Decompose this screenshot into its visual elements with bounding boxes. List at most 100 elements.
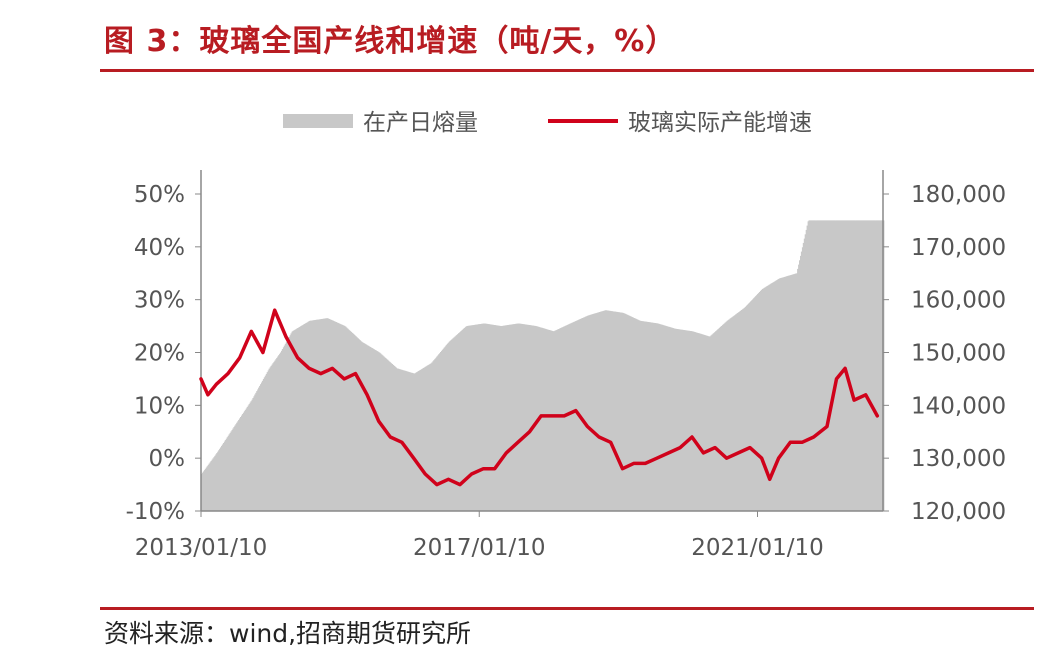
bar-360	[543, 328, 546, 511]
bar-380	[562, 326, 565, 511]
bar-463	[641, 321, 644, 511]
bar-140	[334, 321, 336, 511]
bar-93	[289, 335, 292, 511]
bar-283	[470, 325, 473, 511]
bar-368	[551, 330, 553, 511]
bar-387	[569, 323, 572, 511]
bar-555	[729, 318, 732, 511]
bar-49	[247, 405, 250, 511]
bar-569	[742, 308, 745, 511]
bar-345	[529, 325, 532, 511]
bar-128	[322, 318, 325, 511]
bar-703	[870, 220, 872, 511]
bar-473	[651, 322, 653, 511]
bar-20	[220, 447, 222, 511]
bar-690	[858, 220, 860, 511]
bar-614	[785, 276, 788, 511]
bar-370	[553, 331, 555, 511]
bar-564	[738, 312, 740, 511]
bar-677	[845, 220, 848, 511]
bar-383	[565, 325, 568, 511]
bar-534	[709, 336, 712, 511]
bar-627	[798, 264, 800, 511]
bar-75	[272, 363, 274, 511]
bar-466	[644, 321, 647, 511]
bar-157	[350, 332, 353, 511]
bar-640	[810, 220, 812, 511]
bar-161	[354, 335, 356, 511]
bar-126	[321, 319, 323, 511]
bar-545	[720, 326, 722, 511]
bar-679	[847, 220, 850, 511]
bar-146	[340, 324, 342, 511]
bar-428	[608, 310, 611, 511]
bar-576	[749, 302, 752, 511]
bar-276	[463, 328, 466, 511]
bar-694	[861, 220, 864, 511]
bar-669	[838, 220, 840, 511]
bar-505	[681, 329, 684, 511]
bar-95	[291, 331, 294, 511]
bar-253	[441, 349, 444, 511]
bar-266	[454, 336, 456, 511]
bar-2	[202, 471, 205, 511]
bar-328	[513, 324, 515, 511]
bar-320	[505, 325, 508, 511]
bar-435	[615, 311, 617, 511]
bar-316	[501, 325, 504, 511]
bar-319	[504, 325, 507, 511]
bar-247	[436, 356, 438, 511]
bar-175	[367, 345, 370, 511]
right-tick-label: 120,000	[911, 499, 1006, 525]
bar-177	[369, 347, 372, 511]
bar-31	[230, 431, 233, 511]
bar-52	[250, 401, 253, 511]
bar-522	[698, 333, 700, 511]
bar-423	[603, 310, 606, 511]
bar-139	[333, 321, 335, 511]
bar-711	[878, 220, 880, 511]
bar-598	[770, 283, 772, 511]
bar-274	[461, 329, 464, 511]
bar-327	[512, 324, 514, 511]
bar-46	[244, 409, 247, 511]
bar-550	[724, 322, 727, 511]
bar-249	[438, 354, 440, 511]
bar-477	[655, 323, 657, 511]
bar-515	[691, 331, 693, 511]
bar-608	[780, 278, 782, 511]
bar-323	[508, 324, 511, 511]
bar-54	[252, 398, 254, 511]
bar-78	[275, 359, 277, 511]
bar-173	[365, 344, 368, 511]
bar-685	[853, 220, 855, 511]
bar-369	[552, 331, 554, 511]
bar-538	[713, 332, 715, 511]
bar-286	[473, 325, 475, 511]
bar-136	[330, 319, 333, 511]
bar-263	[451, 339, 453, 511]
bar-82	[279, 353, 281, 511]
right-tick-label: 150,000	[911, 341, 1006, 367]
bar-181	[373, 349, 375, 511]
bar-651	[820, 220, 823, 511]
bar-595	[767, 285, 770, 511]
bar-73	[270, 365, 273, 511]
bar-648	[818, 220, 820, 511]
bar-258	[446, 344, 449, 511]
bar-594	[766, 286, 769, 511]
bar-350	[534, 325, 536, 511]
bar-147	[341, 324, 343, 511]
bar-401	[582, 317, 585, 511]
bar-250	[439, 353, 441, 511]
bar-226	[416, 372, 418, 511]
bar-647	[817, 220, 819, 511]
bar-611	[782, 277, 785, 511]
bar-300	[486, 323, 489, 511]
bar-585	[758, 292, 760, 511]
bar-3	[203, 470, 206, 511]
bar-504	[680, 329, 683, 511]
bar-119	[314, 320, 316, 511]
bar-624	[795, 273, 797, 511]
bar-617	[788, 275, 791, 511]
